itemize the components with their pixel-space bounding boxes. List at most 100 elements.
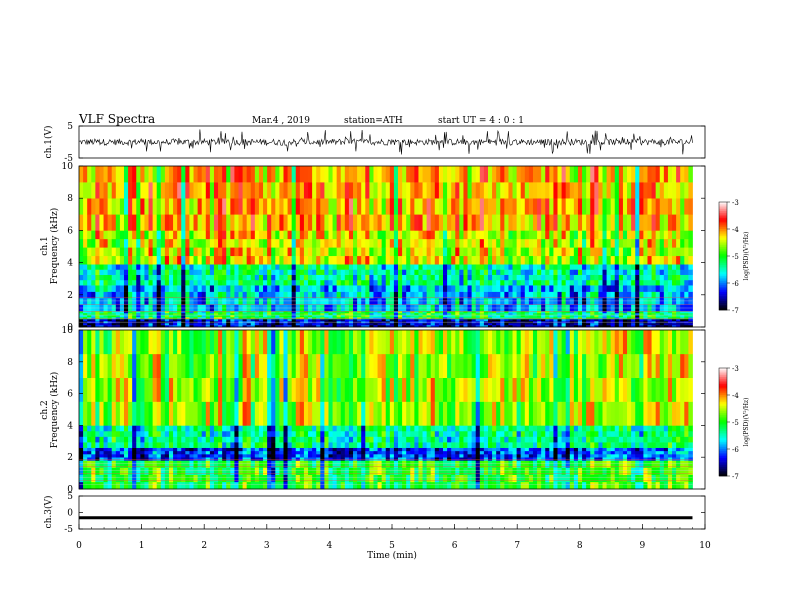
ch2-spectrogram-cell <box>418 450 423 455</box>
ch2-spectrogram-cell <box>422 401 428 426</box>
ch1-spectrogram-cell <box>328 322 333 326</box>
ch2-spectrogram-cell <box>369 481 374 490</box>
ch2-spectrogram-cell <box>168 430 174 437</box>
ch2-spectrogram-cell <box>267 377 272 402</box>
ch1-spectrogram-cell <box>492 247 497 257</box>
ch1-spectrogram-cell <box>516 230 522 240</box>
ch1-spectrogram-cell <box>532 312 538 316</box>
ch1-spectrogram-cell <box>246 166 252 183</box>
ch1-spectrogram-cell <box>99 247 104 257</box>
ch1-spectrogram-cell <box>455 322 460 326</box>
ch1-spectrogram-cell <box>688 247 693 257</box>
ch2-spectrogram-cell <box>222 450 227 455</box>
ch1-spectrogram-cell <box>504 318 509 322</box>
ch1-spectrogram-cell <box>541 247 546 257</box>
ch2-spectrogram-cell <box>238 425 243 432</box>
ch1-spectrogram-cell <box>132 324 137 328</box>
ch1-spectrogram-cell <box>103 318 109 322</box>
ch1-spectrogram-cell <box>111 279 117 286</box>
ch2-spectrogram-cell <box>332 481 338 490</box>
ch1-spectrogram-cell <box>582 230 587 240</box>
ch2-spectrogram-cell <box>393 460 399 468</box>
ch1-spectrogram-cell <box>132 255 137 265</box>
ch1-spectrogram-cell <box>586 166 591 183</box>
ch2-spectrogram-cell <box>271 377 276 402</box>
ch1-spectrogram-cell <box>275 274 280 281</box>
ch1-spectrogram-cell <box>651 316 657 320</box>
ch1-spectrogram-cell <box>271 285 276 292</box>
ch1-spectrogram-cell <box>222 291 227 299</box>
ch1-spectrogram-cell <box>643 298 648 305</box>
ch2-spectrogram-cell <box>353 474 358 483</box>
ch2-spectrogram-cell <box>111 401 117 426</box>
ch1-spectrogram-cell <box>254 279 260 286</box>
ch2-spectrogram-cell <box>168 442 174 448</box>
ch1-spectrogram-cell <box>168 274 174 281</box>
ch2-spectrogram-cell <box>279 447 284 452</box>
ch2-spectrogram-cell <box>254 454 260 458</box>
ch1-spectrogram-cell <box>361 291 366 299</box>
ch1-spectrogram-cell <box>398 285 403 292</box>
ch1-spectrogram-cell <box>144 285 149 292</box>
ch1-spectrogram-cell <box>565 310 571 314</box>
ch1-spectrogram-cell <box>459 279 464 286</box>
ch1-spectrogram-cell <box>242 318 248 322</box>
ch1-spectrogram-cell <box>91 298 96 305</box>
ch2-spectrogram-cell <box>95 454 100 458</box>
ch1-spectrogram-cell <box>340 324 346 328</box>
ch1-spectrogram-cell <box>422 298 428 305</box>
ch2-spectrogram-cell <box>308 481 313 490</box>
ch1-spectrogram-cell <box>267 310 272 314</box>
ch1-spectrogram-cell <box>230 318 235 322</box>
ch2-spectrogram-cell <box>230 481 235 490</box>
ch1-spectrogram-cell <box>663 198 669 215</box>
ch1-spectrogram-cell <box>222 312 227 316</box>
ch1-spectrogram-cell <box>316 291 321 299</box>
ch1-spectrogram-cell <box>365 318 370 322</box>
ch1-spectrogram-cell <box>254 310 260 314</box>
ch1-spectrogram-cell <box>688 312 693 316</box>
ch2-spectrogram-cell <box>377 474 383 483</box>
ch1-spectrogram-cell <box>467 298 473 305</box>
ch1-spectrogram-cell <box>610 322 616 326</box>
ch2-spectrogram-cell <box>381 430 387 437</box>
ch1-spectrogram-cell <box>622 274 628 281</box>
ch1-spectrogram-cell <box>418 269 423 275</box>
ch2-spectrogram-cell <box>209 467 215 475</box>
ch2-spectrogram-cell <box>242 353 248 378</box>
ch1-spectrogram-cell <box>177 247 182 257</box>
ch1-spectrogram-cell <box>549 316 554 320</box>
ch1-spectrogram-cell <box>320 312 325 316</box>
ch2-spectrogram-cell <box>168 330 174 355</box>
ch2-spectrogram-cell <box>87 330 92 355</box>
ch1-spectrogram-cell <box>651 324 657 328</box>
ch1-spectrogram-cell <box>627 298 632 305</box>
ch1-spectrogram-cell <box>524 316 530 320</box>
ch2-spectrogram-cell <box>426 377 432 402</box>
ch1-spectrogram-cell <box>463 198 468 215</box>
ch2-spectrogram-cell <box>209 436 215 443</box>
ch1-spectrogram-cell <box>684 214 689 231</box>
ch1-spectrogram-cell <box>185 230 190 240</box>
ch2-spectrogram-cell <box>361 430 366 437</box>
ch1-spectrogram-cell <box>618 269 624 275</box>
ch1-spectrogram-cell <box>193 291 199 299</box>
ch1-spectrogram-cell <box>680 274 685 281</box>
ch1-spectrogram-cell <box>173 324 178 328</box>
ch1-spectrogram-cell <box>369 269 374 275</box>
ch1-spectrogram-cell <box>107 214 113 231</box>
ch2-spectrogram-cell <box>87 481 92 490</box>
ch2-spectrogram-cell <box>299 474 305 483</box>
ch1-spectrogram-cell <box>209 264 215 270</box>
ch1-spectrogram-cell <box>549 230 554 240</box>
ch1-spectrogram-cell <box>279 198 284 215</box>
ch2-spectrogram-cell <box>87 401 92 426</box>
ch1-spectrogram-cell <box>336 324 342 328</box>
ch1-spectrogram-cell <box>561 182 567 199</box>
ch1-spectrogram-cell <box>573 166 579 183</box>
ch1-spectrogram-cell <box>635 279 640 286</box>
ch1-spectrogram-cell <box>471 230 477 240</box>
ch1-spectrogram-cell <box>635 255 640 265</box>
ch1-spectrogram-cell <box>99 285 104 292</box>
ch1-spectrogram-cell <box>152 279 158 286</box>
